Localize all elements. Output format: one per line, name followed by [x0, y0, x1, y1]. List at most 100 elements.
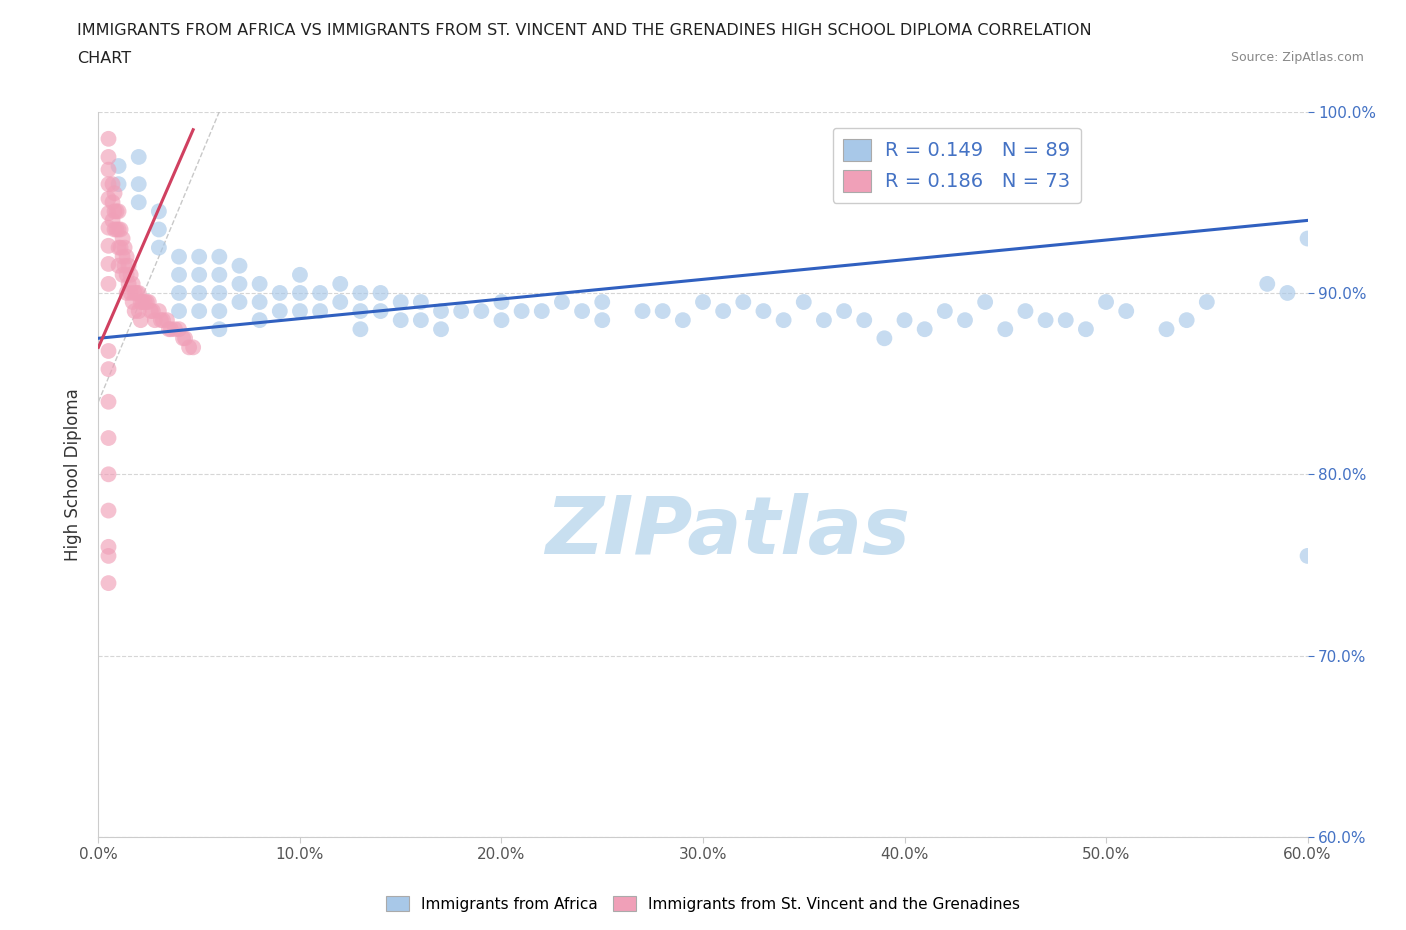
Point	[97, 220, 120, 235]
Point	[1115, 303, 1137, 318]
Point	[389, 295, 412, 310]
Point	[1074, 322, 1097, 337]
Point	[167, 322, 190, 337]
Point	[651, 303, 673, 318]
Point	[97, 238, 120, 253]
Point	[288, 268, 311, 283]
Point	[591, 295, 613, 310]
Point	[208, 303, 231, 318]
Point	[1175, 312, 1198, 327]
Point	[163, 322, 186, 337]
Point	[97, 177, 120, 192]
Point	[853, 312, 876, 327]
Point	[107, 204, 129, 219]
Point	[914, 322, 936, 337]
Point	[148, 222, 170, 237]
Text: Source: ZipAtlas.com: Source: ZipAtlas.com	[1230, 51, 1364, 64]
Point	[97, 131, 120, 146]
Point	[142, 303, 165, 318]
Point	[125, 286, 148, 300]
Point	[249, 312, 271, 327]
Point	[115, 286, 138, 300]
Point	[430, 303, 453, 318]
Point	[1035, 312, 1057, 327]
Point	[329, 276, 352, 291]
Point	[107, 177, 129, 192]
Point	[551, 295, 574, 310]
Point	[167, 286, 190, 300]
Point	[97, 539, 120, 554]
Point	[167, 249, 190, 264]
Point	[288, 303, 311, 318]
Point	[288, 286, 311, 300]
Point	[97, 343, 120, 358]
Point	[149, 312, 172, 327]
Point	[97, 257, 120, 272]
Point	[128, 286, 150, 300]
Point	[389, 312, 412, 327]
Point	[329, 295, 352, 310]
Point	[97, 394, 120, 409]
Point	[135, 295, 157, 310]
Point	[208, 268, 231, 283]
Point	[97, 576, 120, 591]
Point	[115, 249, 138, 264]
Point	[143, 312, 166, 327]
Point	[111, 268, 134, 283]
Text: CHART: CHART	[77, 51, 131, 66]
Point	[118, 259, 141, 273]
Point	[129, 312, 152, 327]
Point	[111, 231, 134, 246]
Point	[1095, 295, 1118, 310]
Point	[114, 240, 136, 255]
Point	[409, 295, 432, 310]
Point	[107, 222, 129, 237]
Point	[115, 268, 138, 283]
Point	[752, 303, 775, 318]
Point	[631, 303, 654, 318]
Point	[124, 303, 146, 318]
Point	[1054, 312, 1077, 327]
Point	[97, 276, 120, 291]
Point	[174, 331, 197, 346]
Point	[1296, 231, 1319, 246]
Point	[711, 303, 734, 318]
Point	[349, 322, 371, 337]
Point	[672, 312, 695, 327]
Point	[148, 204, 170, 219]
Point	[228, 259, 250, 273]
Point	[692, 295, 714, 310]
Point	[160, 322, 183, 337]
Text: ZIPatlas: ZIPatlas	[544, 493, 910, 571]
Point	[188, 303, 211, 318]
Point	[128, 195, 150, 210]
Point	[269, 303, 291, 318]
Point	[107, 259, 129, 273]
Point	[156, 312, 179, 327]
Point	[370, 286, 392, 300]
Text: IMMIGRANTS FROM AFRICA VS IMMIGRANTS FROM ST. VINCENT AND THE GRENADINES HIGH SC: IMMIGRANTS FROM AFRICA VS IMMIGRANTS FRO…	[77, 23, 1092, 38]
Point	[128, 150, 150, 165]
Y-axis label: High School Diploma: High School Diploma	[65, 388, 83, 561]
Point	[953, 312, 976, 327]
Point	[120, 268, 142, 283]
Point	[97, 162, 120, 177]
Point	[208, 286, 231, 300]
Point	[1195, 295, 1218, 310]
Point	[103, 222, 125, 237]
Point	[97, 206, 120, 220]
Point	[179, 340, 201, 355]
Point	[208, 322, 231, 337]
Point	[470, 303, 492, 318]
Point	[110, 222, 132, 237]
Point	[974, 295, 997, 310]
Point	[450, 303, 472, 318]
Point	[167, 303, 190, 318]
Point	[103, 186, 125, 201]
Point	[188, 268, 211, 283]
Point	[124, 286, 146, 300]
Point	[120, 286, 142, 300]
Point	[934, 303, 956, 318]
Point	[121, 295, 143, 310]
Point	[97, 503, 120, 518]
